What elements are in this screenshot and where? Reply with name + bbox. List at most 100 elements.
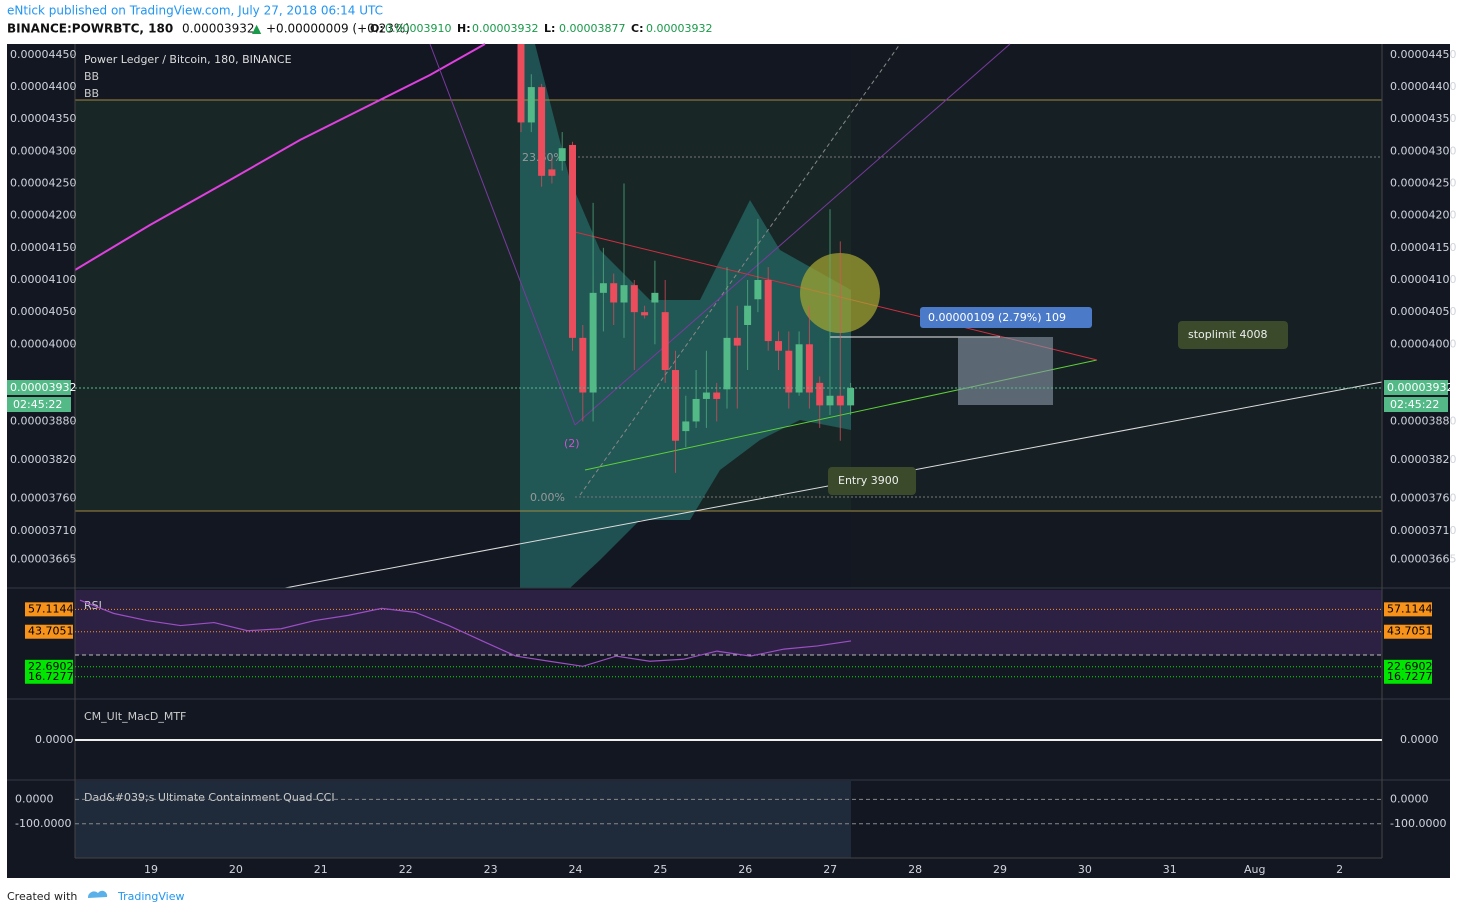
countdown-badge	[7, 397, 71, 413]
x-tick-label: 23	[484, 863, 498, 876]
price-badge	[7, 380, 71, 396]
candle-body	[661, 312, 669, 371]
candle-body	[805, 344, 813, 393]
x-tick-label: 29	[993, 863, 1007, 876]
y-tick-label: 0.00004200	[10, 209, 76, 222]
x-tick-label: 27	[823, 863, 837, 876]
ohlc-label: H:	[457, 22, 471, 35]
candle-body	[620, 285, 628, 303]
y-tick-label: 0.00004250	[10, 177, 76, 190]
candle-body	[826, 395, 834, 406]
y-tick-label: 0.00004300	[1390, 144, 1456, 157]
channel-line	[429, 43, 576, 426]
x-tick-label: 26	[738, 863, 752, 876]
y-tick-label: 0.0000	[15, 792, 54, 805]
y-tick-label: 0.00004000	[10, 337, 76, 350]
y-tick-label: 0.00003820	[1390, 453, 1456, 466]
candle-body	[847, 388, 855, 406]
y-tick-label: 0.00004450	[1390, 48, 1456, 61]
candle-body	[672, 370, 679, 441]
measure-box	[958, 337, 1053, 405]
candle-body	[795, 344, 803, 393]
candle-body	[764, 279, 772, 342]
x-tick-label: 28	[908, 863, 922, 876]
y-tick-label: 0.00004150	[10, 241, 76, 254]
ohlc-value: 0.00003932	[472, 22, 538, 35]
countdown-label: 02:45:22	[13, 398, 62, 411]
band-fill	[520, 44, 851, 588]
candle-body	[517, 44, 525, 123]
x-tick-label: 30	[1078, 863, 1092, 876]
y-tick-label: 0.00003760	[10, 492, 76, 505]
x-tick-label: 31	[1163, 863, 1177, 876]
level-badge	[25, 602, 73, 617]
pane-title: CM_Ult_MacD_MTF	[84, 710, 186, 723]
candle-body	[816, 382, 824, 406]
logo	[87, 890, 108, 898]
candle-body	[548, 169, 556, 176]
y-tick-label: 0.00003760	[1390, 492, 1456, 505]
y-tick-label: 0.00004400	[1390, 80, 1456, 93]
y-tick-label: 0.0000	[1390, 792, 1429, 805]
rsi-line	[79, 599, 852, 667]
candle-body	[723, 337, 731, 390]
measure-label: 0.00000109 (2.79%) 109	[928, 311, 1066, 324]
candle-body	[744, 305, 752, 326]
x-tick-label: 2	[1336, 863, 1343, 876]
level-label: 43.7051	[28, 625, 74, 638]
symbol: BINANCE:POWRBTC, 180	[7, 22, 173, 36]
candle-body	[702, 392, 710, 399]
y-tick-label: 0.00004150	[1390, 241, 1456, 254]
chart-title: Power Ledger / Bitcoin, 180, BINANCE	[84, 53, 292, 66]
candle-body	[589, 292, 597, 393]
price-badge	[1384, 380, 1448, 396]
publisher: eNtick published on TradingView.com, Jul…	[7, 4, 383, 18]
ohlc-label: O:	[370, 22, 384, 35]
candle-body	[775, 341, 782, 351]
price-badge-label: 0.00003932	[10, 381, 76, 394]
x-tick-label: 20	[229, 863, 243, 876]
callout	[828, 467, 916, 495]
y-tick-label: 0.00004000	[1390, 337, 1456, 350]
fib-label: 0.00%	[530, 491, 565, 504]
candle-body	[785, 350, 793, 393]
y-tick-label: 0.00004050	[10, 305, 76, 318]
y-tick-label: 0.00004200	[1390, 209, 1456, 222]
ohlc-label: C:	[631, 22, 643, 35]
pane-title: Dad&#039;s Ultimate Containment Quad CCI	[84, 791, 335, 804]
y-tick-label: -100.0000	[1390, 817, 1446, 830]
change: +0.00000009 (+0.23%)	[266, 22, 410, 36]
candle-body	[641, 312, 649, 316]
ohlc-value: 0.00003932	[646, 22, 712, 35]
level-label: 16.7277	[1387, 670, 1433, 683]
ohlc-value: 0.00003877	[559, 22, 625, 35]
level-label: 57.1144	[1387, 602, 1433, 615]
x-tick-label: 19	[144, 863, 158, 876]
y-tick-label: 0.00003710	[1390, 524, 1456, 537]
level-badge	[1384, 602, 1432, 617]
candle-body	[579, 337, 587, 393]
y-tick-label: 0.00003880	[10, 414, 76, 427]
footer-brand: TradingView	[117, 890, 184, 903]
level-label: 43.7051	[1387, 625, 1433, 638]
ma-line	[74, 43, 486, 271]
candle-body	[630, 285, 638, 313]
candle-body	[682, 421, 690, 432]
countdown-label: 02:45:22	[1390, 398, 1439, 411]
countdown-badge	[1384, 397, 1448, 413]
x-tick-label: 25	[653, 863, 667, 876]
y-tick-label: 0.00003880	[1390, 414, 1456, 427]
candle-body	[610, 283, 618, 303]
price-badge-label: 0.00003932	[1387, 381, 1453, 394]
y-tick-label: 0.00003665	[1390, 553, 1456, 566]
measure-badge	[920, 307, 1092, 328]
y-tick-label: -100.0000	[15, 817, 71, 830]
rsi-band	[75, 590, 1382, 655]
last: 0.00003932	[182, 22, 255, 36]
footer-text: Created with	[7, 890, 77, 903]
candle-body	[538, 87, 546, 176]
candle-body	[692, 398, 700, 422]
level-badge	[1384, 624, 1432, 639]
